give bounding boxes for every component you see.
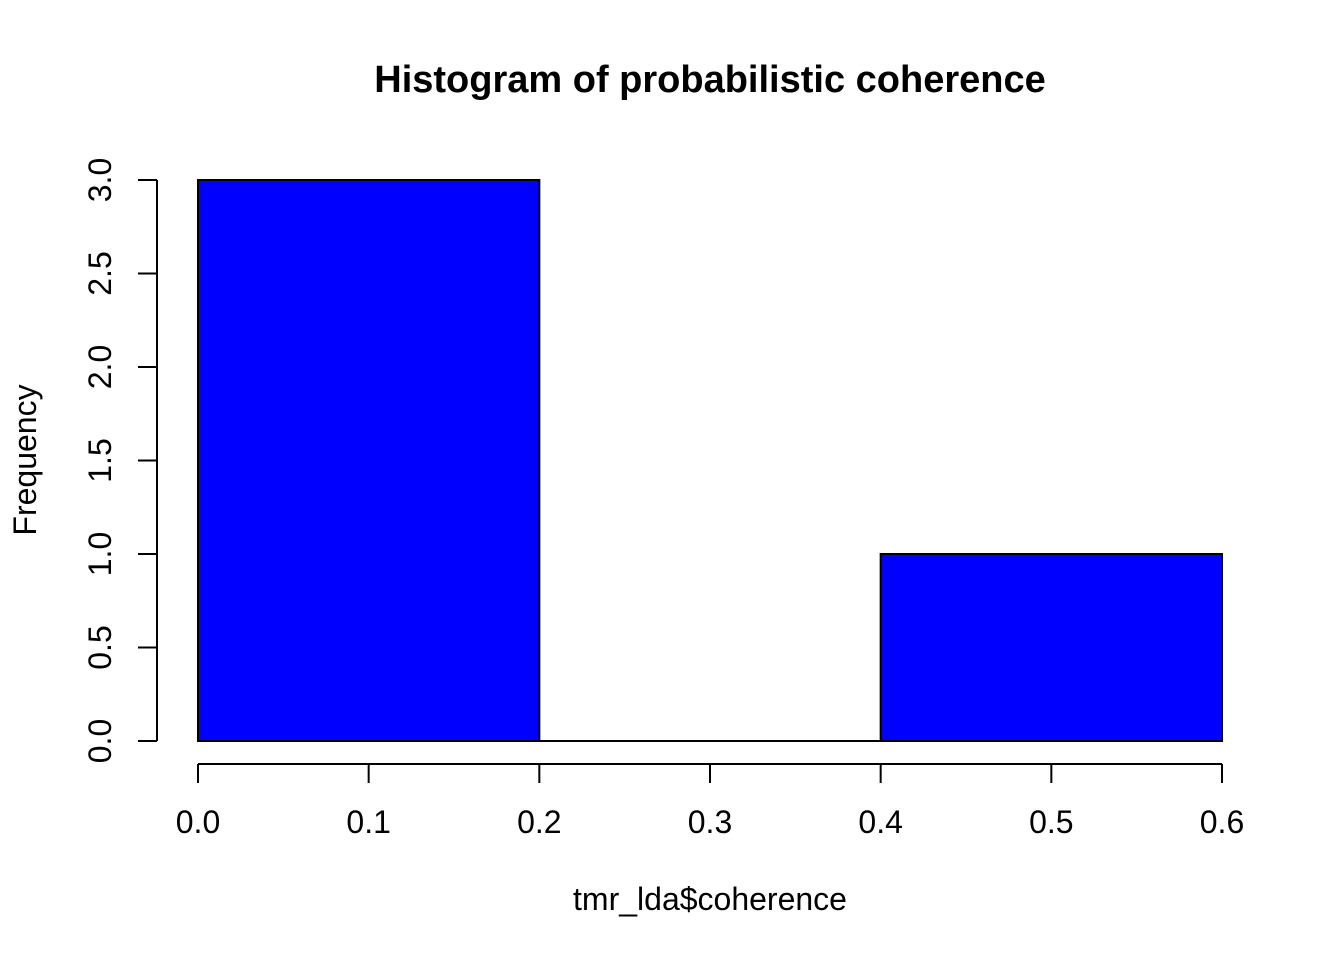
x-tick-label-1: 0.1	[346, 804, 390, 840]
y-tick-label-3: 1.5	[82, 438, 118, 482]
histogram-bar-0	[197, 179, 541, 742]
y-axis-label: Frequency	[7, 384, 43, 535]
y-tick-label-1: 0.5	[82, 625, 118, 669]
y-tick-label-0: 0.0	[82, 719, 118, 763]
x-tick-label-6: 0.6	[1200, 804, 1244, 840]
x-tick-label-0: 0.0	[176, 804, 220, 840]
y-tick-label-6: 3.0	[82, 158, 118, 202]
y-tick-label-4: 2.0	[82, 345, 118, 389]
x-tick-label-3: 0.3	[688, 804, 732, 840]
y-tick-label-5: 2.5	[82, 251, 118, 295]
chart-title: Histogram of probabilistic coherence	[374, 59, 1045, 101]
x-tick-label-5: 0.5	[1029, 804, 1073, 840]
histogram-bar-2	[879, 553, 1224, 742]
x-tick-label-4: 0.4	[858, 804, 902, 840]
bars-group	[197, 179, 1224, 742]
x-tick-label-2: 0.2	[517, 804, 561, 840]
x-axis: 0.0 0.1 0.2 0.3 0.4 0.5 0.6	[176, 763, 1244, 840]
y-axis: 0.0 0.5 1.0 1.5 2.0 2.5 3.0	[82, 158, 158, 763]
y-tick-label-2: 1.0	[82, 532, 118, 576]
x-axis-label: tmr_lda$coherence	[573, 881, 847, 917]
